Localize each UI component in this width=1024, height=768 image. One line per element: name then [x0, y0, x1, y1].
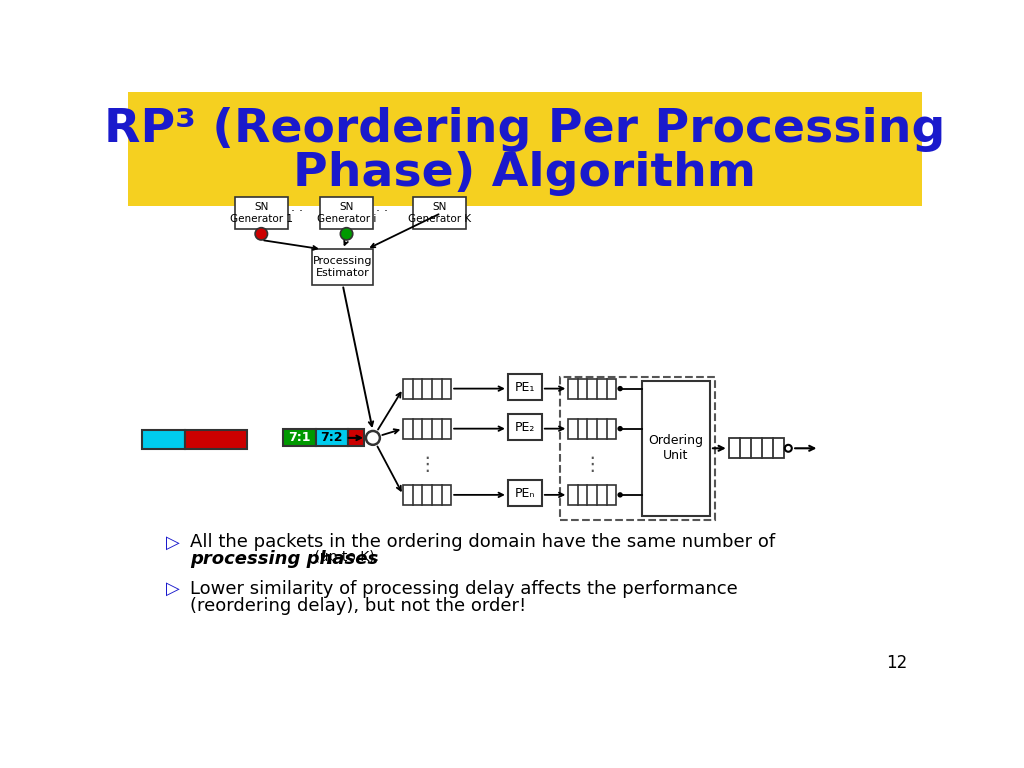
Text: PEₙ: PEₙ [515, 487, 535, 500]
Text: SN
Generator i: SN Generator i [316, 202, 376, 223]
Text: · ·: · · [291, 205, 303, 218]
Bar [234, 197, 288, 229]
Text: PE₁: PE₁ [515, 381, 535, 393]
Circle shape [617, 492, 623, 498]
Text: (up to Κ).: (up to Κ). [310, 551, 379, 564]
Bar [315, 429, 348, 446]
Text: ▷: ▷ [166, 533, 180, 551]
Bar [142, 430, 184, 449]
Bar [184, 430, 247, 449]
Bar [321, 197, 373, 229]
Text: Processing
Estimator: Processing Estimator [313, 257, 373, 278]
Bar [568, 419, 616, 439]
Text: SN
Generator 1: SN Generator 1 [229, 202, 293, 223]
Text: PE₂: PE₂ [515, 421, 535, 434]
Bar [312, 250, 373, 285]
Bar [642, 381, 710, 515]
Circle shape [340, 227, 352, 240]
Text: RP³ (Reordering Per Processing: RP³ (Reordering Per Processing [104, 107, 945, 151]
Text: ⋮: ⋮ [583, 455, 602, 474]
Bar [283, 429, 315, 446]
Text: processing phases: processing phases [190, 551, 378, 568]
Circle shape [784, 445, 792, 452]
Bar [128, 92, 922, 206]
Text: · ·: · · [376, 205, 388, 218]
Bar [403, 379, 452, 399]
Bar [729, 439, 784, 458]
Text: ⋮: ⋮ [418, 455, 437, 474]
Text: ▷: ▷ [166, 580, 180, 598]
Bar [414, 197, 466, 229]
Bar [568, 379, 616, 399]
Text: 7:1: 7:1 [288, 432, 310, 445]
Circle shape [617, 386, 623, 392]
Text: Phase) Algorithm: Phase) Algorithm [293, 151, 757, 196]
Text: Lower similarity of processing delay affects the performance: Lower similarity of processing delay aff… [190, 580, 737, 598]
Text: Ordering
Unit: Ordering Unit [648, 434, 703, 462]
Bar [560, 377, 715, 519]
Circle shape [255, 227, 267, 240]
Circle shape [617, 426, 623, 432]
Bar [568, 485, 616, 505]
Bar [508, 480, 542, 506]
Bar [348, 429, 364, 446]
Text: 12: 12 [886, 654, 907, 672]
Text: All the packets in the ordering domain have the same number of: All the packets in the ordering domain h… [190, 533, 775, 551]
Circle shape [366, 431, 380, 445]
Text: SN
Generator K: SN Generator K [408, 202, 471, 223]
Text: (reordering delay), but not the order!: (reordering delay), but not the order! [190, 597, 526, 614]
Bar [403, 419, 452, 439]
Text: 7:2: 7:2 [321, 432, 343, 445]
Bar [508, 414, 542, 440]
Bar [508, 374, 542, 400]
Bar [403, 485, 452, 505]
